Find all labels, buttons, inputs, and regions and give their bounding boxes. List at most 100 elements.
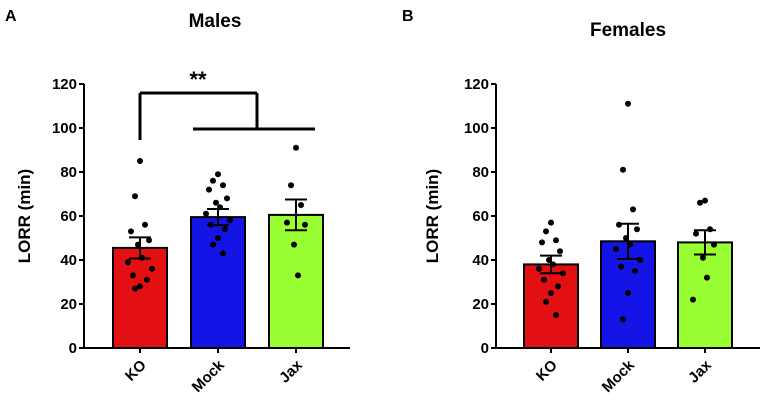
data-point — [634, 226, 640, 233]
data-point — [637, 257, 643, 263]
data-point — [291, 241, 297, 248]
data-point — [536, 265, 542, 272]
data-point — [224, 195, 230, 202]
data-point — [302, 221, 308, 228]
data-point — [215, 171, 221, 178]
data-point — [553, 237, 559, 244]
data-point — [553, 312, 559, 318]
panel-a-x-tick-label: Mock — [189, 356, 229, 396]
data-point — [700, 254, 706, 261]
data-point — [215, 235, 221, 241]
error-bar-jax — [285, 198, 307, 232]
panel-b-y-tick-label: 0 — [481, 340, 489, 357]
data-point — [557, 248, 563, 255]
data-point — [125, 259, 131, 266]
panel-b-letter: B — [402, 8, 414, 25]
bar-jax — [268, 213, 324, 349]
panel-b-data-points — [536, 100, 717, 323]
data-point — [690, 296, 696, 303]
data-point — [132, 285, 138, 292]
panel-a-y-tick-label: 0 — [69, 340, 77, 357]
panel-a-y-tick-label: 120 — [52, 76, 77, 93]
data-point — [284, 219, 290, 226]
data-point — [293, 144, 299, 151]
panel-a-letter: A — [5, 8, 17, 25]
data-point — [206, 186, 212, 193]
panel-b-axes — [491, 83, 760, 353]
data-point — [613, 246, 619, 252]
panel-a-y-tick-labels: 0 20 40 60 80 100 120 — [52, 76, 77, 357]
data-point — [541, 276, 547, 283]
panel-b-x-tick-label: Jax — [685, 356, 715, 386]
data-point — [550, 261, 556, 268]
data-point — [227, 217, 233, 224]
data-point — [217, 204, 223, 211]
panel-a-x-tick-label: Jax — [276, 356, 306, 386]
data-point — [555, 283, 561, 290]
data-point — [222, 226, 228, 233]
panel-b-y-tick-label: 60 — [472, 208, 489, 225]
panel-a-axes — [79, 83, 350, 353]
panel-a-x-tick-labels: KO Mock Jax — [122, 356, 306, 396]
data-point — [149, 265, 155, 272]
data-point — [130, 272, 136, 279]
data-point — [616, 221, 622, 228]
data-point — [630, 206, 636, 213]
data-point — [137, 283, 143, 290]
data-point — [137, 158, 143, 164]
panel-b-x-tick-label: Mock — [599, 356, 639, 396]
data-point — [298, 202, 304, 208]
data-point — [623, 235, 629, 241]
data-point — [213, 199, 219, 206]
panel-a-y-tick-label: 80 — [60, 164, 77, 181]
data-point — [620, 166, 626, 173]
data-point — [142, 221, 148, 228]
panel-a-significance-label: ** — [189, 67, 207, 92]
panel-b-y-tick-label: 40 — [472, 252, 489, 269]
panel-b-y-axis-label: LORR (min) — [423, 169, 442, 263]
data-point — [697, 199, 703, 206]
data-point — [548, 219, 554, 226]
data-point — [618, 263, 624, 270]
panel-a: A Males LORR (min) 0 20 40 60 80 100 120 — [5, 8, 350, 396]
panel-b-y-tick-label: 100 — [464, 120, 489, 137]
data-point — [632, 268, 638, 274]
panel-a-y-tick-label: 20 — [60, 296, 77, 313]
data-point — [132, 193, 138, 200]
panel-b-x-tick-labels: KO Mock Jax — [533, 356, 715, 396]
data-point — [295, 272, 301, 279]
data-point — [135, 241, 141, 248]
data-point — [627, 241, 633, 248]
panel-b-x-tick-label: KO — [533, 357, 561, 385]
data-point — [625, 290, 631, 296]
panel-b-y-tick-label: 80 — [472, 164, 489, 181]
data-point — [548, 290, 554, 296]
panel-a-data-points — [125, 144, 308, 292]
panel-a-y-tick-label: 100 — [52, 120, 77, 137]
data-point — [711, 241, 717, 248]
bar-ko — [523, 263, 579, 349]
data-point — [220, 250, 226, 257]
data-point — [539, 239, 545, 246]
data-point — [693, 230, 699, 237]
panel-b: B Females LORR (min) 0 20 40 60 80 100 1… — [402, 8, 760, 396]
data-point — [288, 182, 294, 189]
data-point — [560, 270, 566, 277]
data-point — [707, 226, 713, 233]
panel-b-y-tick-labels: 0 20 40 60 80 100 120 — [464, 76, 489, 357]
panel-b-y-tick-label: 120 — [464, 76, 489, 93]
data-point — [203, 210, 209, 217]
panel-a-y-tick-label: 40 — [60, 252, 77, 269]
data-point — [210, 241, 216, 248]
data-point — [620, 316, 626, 323]
data-point — [208, 221, 214, 228]
data-point — [543, 228, 549, 235]
bar-ko — [112, 246, 168, 349]
data-point — [139, 254, 145, 261]
data-point — [625, 100, 631, 107]
panel-a-y-axis-label: LORR (min) — [15, 169, 34, 263]
data-point — [702, 197, 708, 204]
data-point — [704, 274, 710, 281]
panel-a-y-tick-label: 60 — [60, 208, 77, 225]
